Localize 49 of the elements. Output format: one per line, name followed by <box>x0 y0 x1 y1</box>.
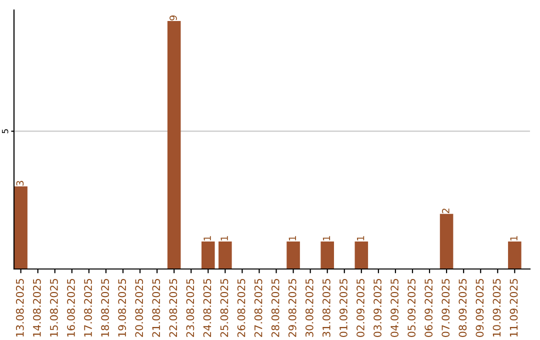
x-tick-label: 25.08.2025 <box>220 278 228 337</box>
data-label: 1 <box>288 236 296 240</box>
x-tick-label: 21.08.2025 <box>152 278 160 337</box>
x-tick-label: 30.08.2025 <box>305 278 314 337</box>
x-tick-label: 16.08.2025 <box>67 278 75 337</box>
x-tick-label: 22.08.2025 <box>169 278 178 337</box>
x-tick-label: 27.08.2025 <box>254 278 262 337</box>
y-tick-label: 5 <box>2 129 8 134</box>
x-tick-label: 31.08.2025 <box>322 278 330 337</box>
x-tick-label: 24.08.2025 <box>203 278 212 337</box>
x-tick-label: 03.09.2025 <box>374 278 382 337</box>
data-label: 3 <box>16 180 24 186</box>
bar <box>508 241 522 269</box>
bar <box>218 241 232 269</box>
data-label: 9 <box>170 16 177 20</box>
x-tick-label: 10.09.2025 <box>492 278 501 337</box>
data-label: 1 <box>322 236 330 240</box>
x-tick-label: 08.09.2025 <box>458 278 467 337</box>
bar <box>286 241 300 269</box>
x-tick-label: 09.09.2025 <box>476 278 484 337</box>
x-tick-label: 04.09.2025 <box>390 278 398 337</box>
x-tick-label: 07.09.2025 <box>442 278 450 337</box>
x-tick-label: 13.08.2025 <box>16 278 24 337</box>
x-tick-label: 15.08.2025 <box>50 278 58 337</box>
x-tick-label: 17.08.2025 <box>84 278 92 337</box>
x-tick-label: 05.09.2025 <box>408 278 416 337</box>
bar <box>320 241 334 269</box>
x-tick-label: 29.08.2025 <box>288 278 296 337</box>
x-tick-label: 28.08.2025 <box>271 278 280 337</box>
x-tick-label: 19.08.2025 <box>118 278 126 337</box>
x-tick-label: 20.08.2025 <box>135 278 144 337</box>
x-tick-label: 26.08.2025 <box>237 278 246 337</box>
x-tick-label: 01.09.2025 <box>340 278 348 337</box>
x-tick-label: 23.08.2025 <box>186 278 194 337</box>
bar <box>201 241 215 269</box>
data-label: 2 <box>442 208 450 214</box>
bar <box>167 21 181 269</box>
x-tick-label: 18.08.2025 <box>101 278 109 337</box>
data-label: 1 <box>510 236 518 240</box>
bar <box>440 214 454 269</box>
bar <box>14 186 28 269</box>
bar <box>354 241 368 269</box>
data-label: 1 <box>204 236 211 240</box>
x-tick-label: 14.08.2025 <box>32 278 41 337</box>
x-tick-label: 06.09.2025 <box>424 278 433 337</box>
data-label: 1 <box>220 236 228 240</box>
x-tick-label: 11.09.2025 <box>510 278 518 337</box>
x-tick-label: 02.09.2025 <box>356 278 364 337</box>
data-label: 1 <box>357 236 364 240</box>
